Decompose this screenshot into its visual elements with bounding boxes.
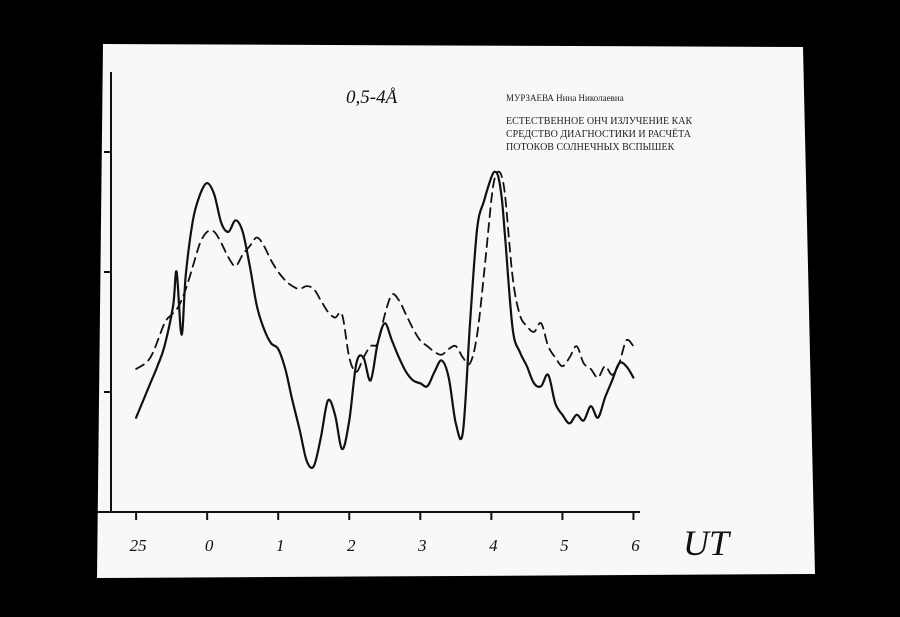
x-tick-label: 6	[631, 536, 640, 555]
solid-series-line	[135, 170, 635, 469]
title-line-3: ПОТОКОВ СОЛНЕЧНЫХ ВСПЫШЕК	[506, 142, 675, 153]
x-tick-label: 4	[489, 536, 498, 555]
series-layer	[135, 170, 635, 469]
title-line-1: ЕСТЕСТВЕННОЕ ОНЧ ИЗЛУЧЕНИЕ КАК	[506, 116, 692, 127]
wavelength-range-label: 0,5-4Å	[346, 87, 398, 108]
x-tick-label: 3	[417, 536, 427, 555]
x-axis-tick-labels: 25 0 1 2 3 4 5 6	[130, 536, 641, 555]
dashed-series-line	[135, 170, 635, 379]
x-tick-label: 2	[347, 536, 356, 555]
x-axis-ticks	[135, 512, 635, 520]
x-tick-label: 1	[276, 536, 285, 555]
x-tick-label: 0	[205, 536, 214, 555]
title-line-2: СРЕДСТВО ДИАГНОСТИКИ И РАСЧЁТА	[506, 128, 692, 140]
ont-flux-chart: 25 0 1 2 3 4 5 6 UT	[97, 72, 732, 563]
paper-sheet	[97, 44, 815, 578]
x-axis-label: UT	[683, 523, 732, 563]
author-name: МУРЗАЕВА Нина Николаевна	[506, 93, 624, 103]
x-tick-label: 5	[560, 536, 569, 555]
x-tick-label: 25	[130, 536, 147, 555]
